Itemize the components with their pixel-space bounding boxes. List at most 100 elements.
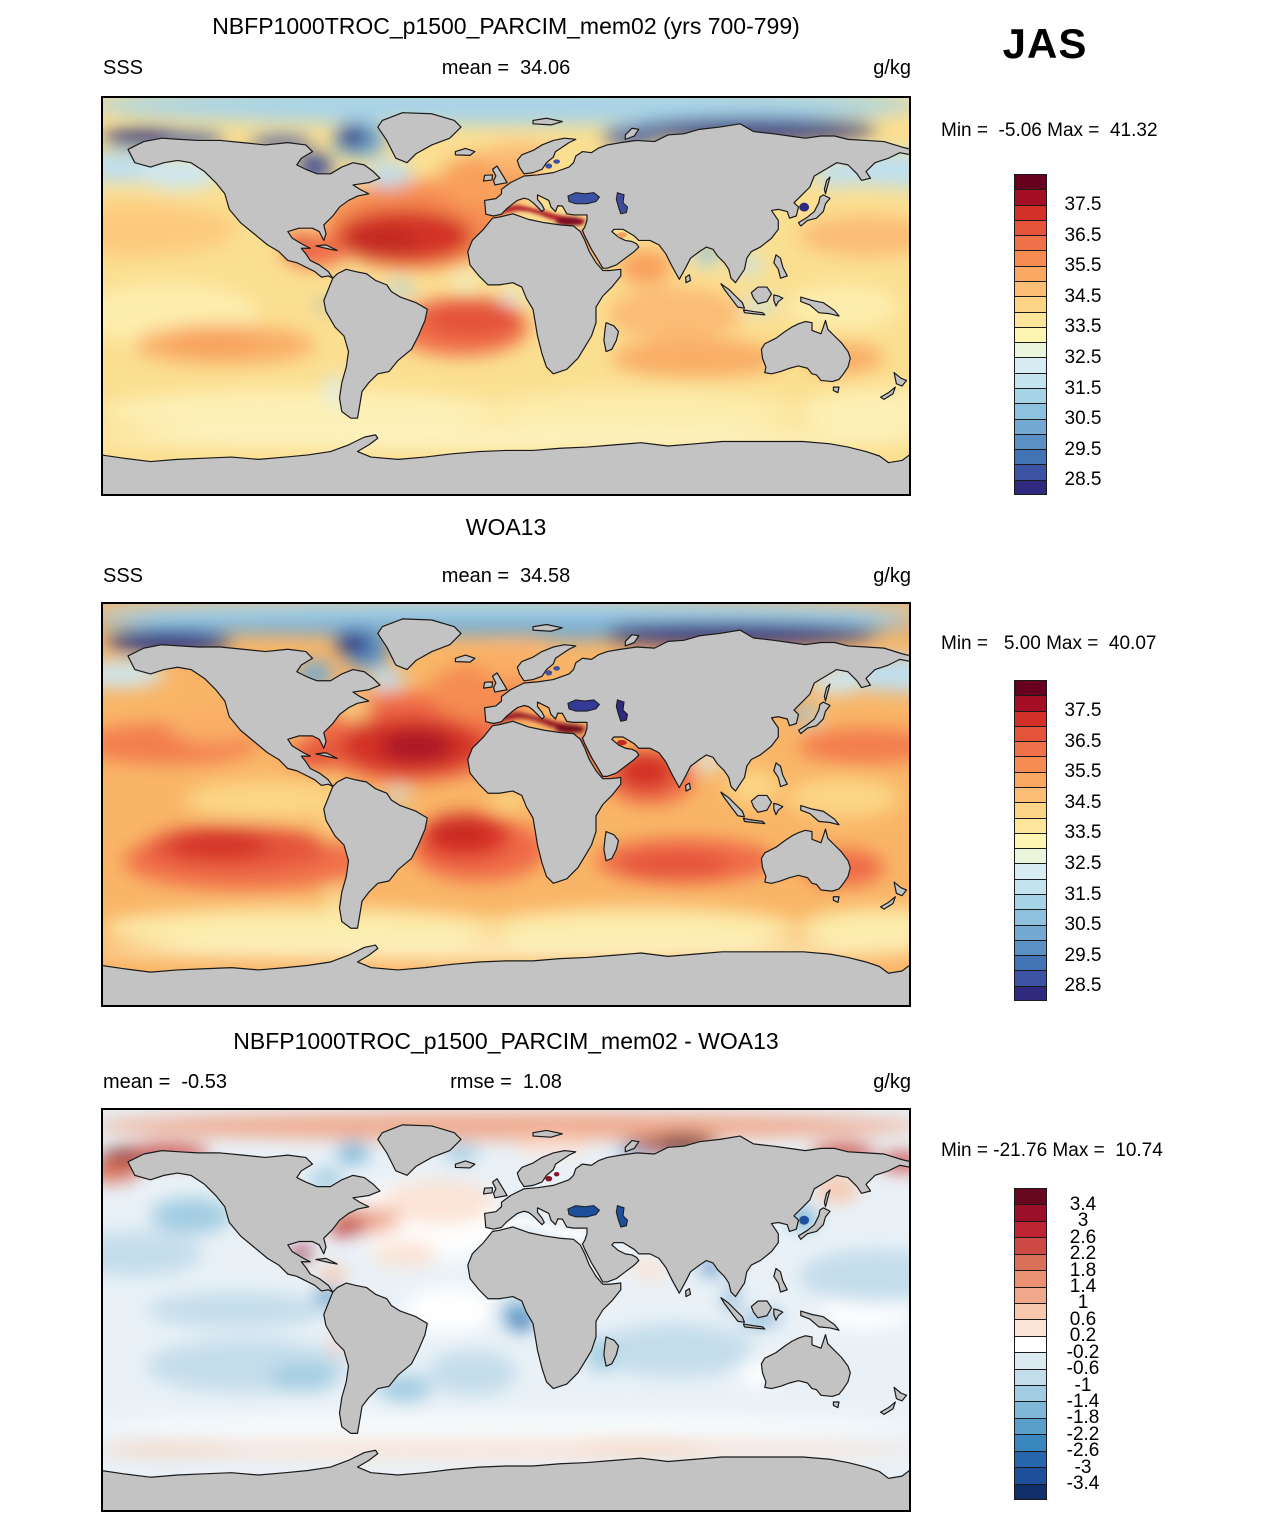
- panel2-colorbar: 37.5 36.5 35.5 34.5 33.5 32.5 31.5 30.5 29.5 28.5: [1014, 680, 1154, 1002]
- colorbar-tick-label: -1.4: [1066, 1391, 1100, 1412]
- colorbar-segment: [1014, 1188, 1047, 1206]
- colorbar-tick-label: 32.5: [1064, 852, 1102, 874]
- panel2-subheader: SSS mean = 34.58 g/kg: [101, 565, 911, 589]
- colorbar-segment: [1014, 342, 1047, 359]
- world-map-model: [101, 96, 911, 496]
- colorbar-segment: [1014, 848, 1047, 865]
- colorbar-segment: [1014, 357, 1047, 374]
- panel3-rmse-label: rmse = 1.08: [450, 1071, 562, 1093]
- colorbar-tick-label: -3: [1074, 1456, 1092, 1478]
- colorbar-segment: [1014, 1319, 1047, 1337]
- colorbar-segment: [1014, 787, 1047, 804]
- colorbar-segment: [1014, 909, 1047, 926]
- colorbar-segment: [1014, 250, 1047, 267]
- world-map-difference: [101, 1108, 911, 1512]
- colorbar-segment: [1014, 710, 1047, 727]
- colorbar-segment: [1014, 1450, 1047, 1469]
- colorbar-segment: [1014, 1335, 1047, 1354]
- colorbar-segment: [1014, 863, 1047, 880]
- colorbar-tick-label: 28.5: [1064, 975, 1102, 997]
- colorbar-segment: [1014, 756, 1047, 773]
- colorbar-tick-label: 29.5: [1064, 944, 1102, 966]
- colorbar-segment: [1014, 189, 1047, 206]
- colorbar-segment: [1014, 1417, 1047, 1436]
- colorbar-segment: [1014, 894, 1047, 911]
- colorbar-segment: [1014, 1368, 1047, 1387]
- panel3-mean-label: mean = -0.53: [103, 1071, 227, 1093]
- colorbar-segment: [1014, 174, 1047, 191]
- colorbar-segment: [1014, 418, 1047, 435]
- colorbar-segment: [1014, 1467, 1047, 1485]
- panel2-minmax: Min = 5.00 Max = 40.07: [941, 633, 1157, 654]
- panel1-variable-label: SSS: [103, 57, 144, 79]
- colorbar-segment: [1014, 265, 1047, 282]
- colorbar-tick-label: 33.5: [1064, 822, 1102, 844]
- world-map-woa13: [101, 602, 911, 1007]
- colorbar-segment: [1014, 1286, 1047, 1304]
- panel1-title: NBFP1000TROC_p1500_PARCIM_mem02 (yrs 700…: [212, 13, 800, 39]
- colorbar-segment: [1014, 281, 1047, 298]
- panel1-units-label: g/kg: [873, 57, 911, 79]
- colorbar-tick-label: 2.6: [1069, 1226, 1097, 1248]
- panel3-minmax: Min = -21.76 Max = 10.74: [941, 1140, 1163, 1161]
- colorbar-segment: [1014, 296, 1047, 313]
- panel2-mean-label: mean = 34.58: [441, 565, 571, 587]
- colorbar-segment: [1014, 878, 1047, 895]
- colorbar-segment: [1014, 388, 1047, 405]
- colorbar-segment: [1014, 771, 1047, 788]
- panel3-subheader: mean = -0.53 rmse = 1.08 g/kg: [101, 1071, 911, 1095]
- colorbar-segment: [1014, 235, 1047, 252]
- season-label: JAS: [1002, 20, 1088, 67]
- colorbar-segment: [1014, 433, 1047, 451]
- panel1-colorbar: 37.5 36.5 35.5 34.5 33.5 32.5 31.5 30.5 29.5 28.5: [1014, 174, 1154, 496]
- colorbar-segment: [1014, 1237, 1047, 1255]
- colorbar-segment: [1014, 403, 1047, 420]
- colorbar-tick-label: 35.5: [1064, 761, 1102, 783]
- colorbar-segment: [1014, 311, 1047, 328]
- colorbar-tick-label: -3.4: [1066, 1473, 1100, 1495]
- colorbar-tick-label: -1.8: [1066, 1407, 1100, 1429]
- colorbar-tick-label: -1: [1074, 1374, 1092, 1396]
- colorbar-segment: [1014, 372, 1047, 389]
- colorbar-segment: [1014, 326, 1047, 344]
- colorbar-tick-label: -2.6: [1066, 1440, 1100, 1462]
- colorbar-tick-label: 1.4: [1069, 1276, 1097, 1297]
- panel3-title: NBFP1000TROC_p1500_PARCIM_mem02 - WOA13: [233, 1028, 779, 1054]
- colorbar-tick-label: 34.5: [1064, 285, 1102, 307]
- colorbar-segment: [1014, 464, 1047, 481]
- colorbar-segment: [1014, 449, 1047, 466]
- colorbar-tick-label: 30.5: [1064, 408, 1102, 430]
- colorbar-tick-label: 35.5: [1064, 255, 1102, 277]
- colorbar-tick-label: 0.6: [1069, 1308, 1097, 1330]
- colorbar-tick-label: 1: [1077, 1292, 1089, 1314]
- colorbar-segment: [1014, 985, 1047, 1001]
- panel2-variable-label: SSS: [103, 565, 144, 587]
- colorbar-segment: [1014, 204, 1047, 221]
- colorbar-segment: [1014, 219, 1047, 237]
- colorbar-tick-label: 36.5: [1064, 224, 1102, 246]
- colorbar-segment: [1014, 479, 1047, 495]
- colorbar-segment: [1014, 1401, 1047, 1419]
- colorbar-segment: [1014, 1270, 1047, 1288]
- colorbar-tick-label: 1.8: [1069, 1259, 1097, 1281]
- colorbar-segment: [1014, 1253, 1047, 1272]
- colorbar-segment: [1014, 680, 1047, 697]
- colorbar-segment: [1014, 1204, 1047, 1222]
- panel3-colorbar: 3.4 3 2.6 2.2 1.8 1.4 1 0.6 0.2 -0.2 -0.6 -1 -1.4 -1.…: [1014, 1188, 1154, 1501]
- colorbar-segment: [1014, 1220, 1047, 1239]
- panel1-subheader: SSS mean = 34.06 g/kg: [101, 57, 911, 81]
- colorbar-segment: [1014, 1434, 1047, 1452]
- panel3-units-label: g/kg: [873, 1071, 911, 1093]
- panel2-units-label: g/kg: [873, 565, 911, 587]
- colorbar-tick-label: 28.5: [1064, 469, 1102, 491]
- colorbar-tick-label: 31.5: [1064, 883, 1102, 905]
- colorbar-tick-label: 33.5: [1064, 316, 1102, 338]
- colorbar-tick-label: -0.6: [1066, 1358, 1100, 1380]
- colorbar-tick-label: 30.5: [1064, 914, 1102, 936]
- colorbar-tick-label: 37.5: [1064, 700, 1102, 722]
- colorbar-segment: [1014, 741, 1047, 758]
- colorbar-tick-label: 29.5: [1064, 438, 1102, 460]
- colorbar-segment: [1014, 924, 1047, 941]
- colorbar-tick-label: -0.2: [1066, 1341, 1100, 1363]
